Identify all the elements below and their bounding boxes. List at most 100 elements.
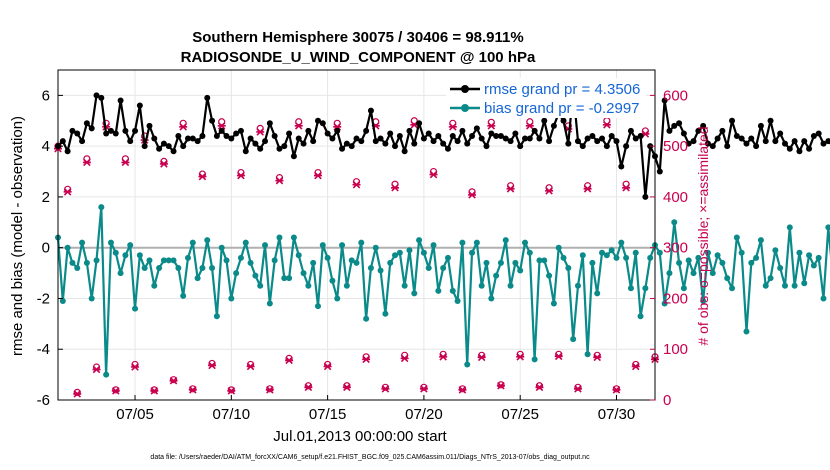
bias-point <box>647 254 654 261</box>
rmse-point <box>271 133 278 139</box>
y-tick-label-4: 2 <box>42 189 50 206</box>
bias-point <box>623 254 630 261</box>
rmse-point <box>334 127 341 134</box>
rmse-point <box>300 140 307 147</box>
bias-point <box>223 257 230 264</box>
rmse-point <box>724 143 731 150</box>
bias-point <box>112 249 119 256</box>
rmse-point <box>213 133 220 139</box>
bias-point <box>748 259 755 266</box>
obs-assimilated-point <box>265 386 274 394</box>
rmse-point <box>228 135 235 142</box>
bias-point <box>469 249 476 256</box>
bias-point <box>589 259 596 266</box>
obs-assimilated-point <box>458 386 467 394</box>
obs-possible-point <box>612 385 621 393</box>
rmse-point <box>209 117 216 124</box>
obs-assimilated-point <box>73 390 82 398</box>
bias-point <box>300 270 307 277</box>
y-right-tick-label-6: 600 <box>663 87 688 104</box>
rmse-point <box>411 140 418 147</box>
rmse-point <box>295 135 302 142</box>
rmse-point <box>194 138 201 145</box>
bias-point <box>502 237 509 244</box>
obs-assimilated-point <box>506 185 515 193</box>
y-right-tick-label-1: 100 <box>663 341 688 358</box>
rmse-point <box>180 143 187 150</box>
rmse-point <box>348 143 355 150</box>
rmse-point <box>594 138 601 145</box>
bias-point <box>209 265 216 271</box>
rmse-point <box>440 140 447 147</box>
rmse-point <box>136 102 143 109</box>
y-axis-left: -6 -4 -2 0 2 4 6 <box>37 87 63 409</box>
bias-point <box>194 275 201 282</box>
rmse-point <box>420 135 427 142</box>
rmse-point <box>517 143 524 150</box>
rmse-point <box>512 130 519 137</box>
bias-point <box>160 257 167 264</box>
rmse-point <box>262 138 269 145</box>
bias-point <box>266 300 273 307</box>
rmse-point <box>387 130 394 137</box>
bias-point <box>473 239 480 246</box>
bias-point <box>531 356 538 363</box>
rmse-point <box>329 135 336 142</box>
rmse-point <box>449 133 456 139</box>
bias-point <box>772 247 779 254</box>
rmse-point <box>584 135 591 142</box>
bias-point <box>517 267 524 274</box>
bias-point <box>449 287 456 294</box>
rmse-point <box>281 143 288 150</box>
bias-point <box>406 247 413 254</box>
rmse-point <box>627 127 634 134</box>
legend: rmse grand pr = 4.3506 bias grand pr = -… <box>446 78 646 118</box>
rmse-point <box>151 135 158 142</box>
obs-possible-point <box>73 388 81 396</box>
bias-point <box>377 267 384 274</box>
bias-point <box>729 285 736 292</box>
obs-assimilated-point <box>323 362 332 371</box>
obs-assimilated-point <box>573 385 582 393</box>
rmse-point <box>141 143 148 150</box>
obs-possible-point <box>574 383 582 391</box>
bias-point <box>69 259 76 266</box>
rmse-point <box>464 140 471 147</box>
rmse-point <box>541 117 548 124</box>
bias-point <box>632 249 639 256</box>
bias-point <box>584 351 591 358</box>
obs-assimilated-point <box>313 171 322 180</box>
obs-assimilated-point <box>246 362 255 371</box>
rmse-point <box>642 193 649 200</box>
obs-assimilated-point <box>188 386 197 394</box>
bias-point <box>127 242 134 249</box>
obs-possible-point <box>535 382 544 390</box>
rmse-point <box>358 138 365 145</box>
rmse-point <box>343 140 350 147</box>
rmse-point <box>69 127 76 134</box>
bias-point <box>218 244 225 251</box>
rmse-point <box>83 120 90 127</box>
obs-assimilated-point <box>342 383 351 392</box>
rmse-point <box>757 122 764 129</box>
rmse-point <box>310 138 317 145</box>
y-tick-label-2: -2 <box>37 290 50 307</box>
y-tick-label-3: 0 <box>42 240 50 257</box>
bias-point <box>189 239 196 246</box>
rmse-point <box>406 127 413 134</box>
bias-point <box>507 282 514 289</box>
rmse-point <box>493 133 500 139</box>
bias-point <box>276 234 283 241</box>
obs-assimilated-point <box>400 354 409 363</box>
rmse-point <box>382 140 389 147</box>
obs-assimilated-point <box>92 365 101 374</box>
rmse-point <box>666 127 673 134</box>
obs-assimilated-point <box>179 123 188 131</box>
bias-point <box>618 239 625 246</box>
obs-assimilated-point <box>304 383 313 392</box>
rmse-point <box>204 94 211 101</box>
bias-point <box>151 282 158 289</box>
y-tick-label-0: -6 <box>37 392 50 409</box>
rmse-point <box>127 138 134 145</box>
